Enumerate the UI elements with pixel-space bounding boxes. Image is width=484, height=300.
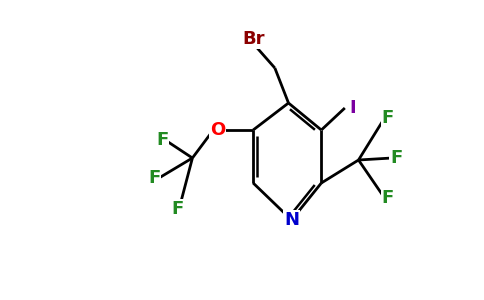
Text: F: F	[381, 109, 393, 127]
Text: F: F	[171, 200, 183, 217]
Text: F: F	[381, 189, 393, 207]
Text: F: F	[391, 149, 403, 167]
Text: F: F	[148, 169, 161, 187]
Text: N: N	[284, 211, 299, 229]
Text: Br: Br	[242, 30, 265, 48]
Text: F: F	[156, 131, 168, 149]
Text: I: I	[349, 99, 356, 117]
Text: O: O	[210, 121, 226, 139]
